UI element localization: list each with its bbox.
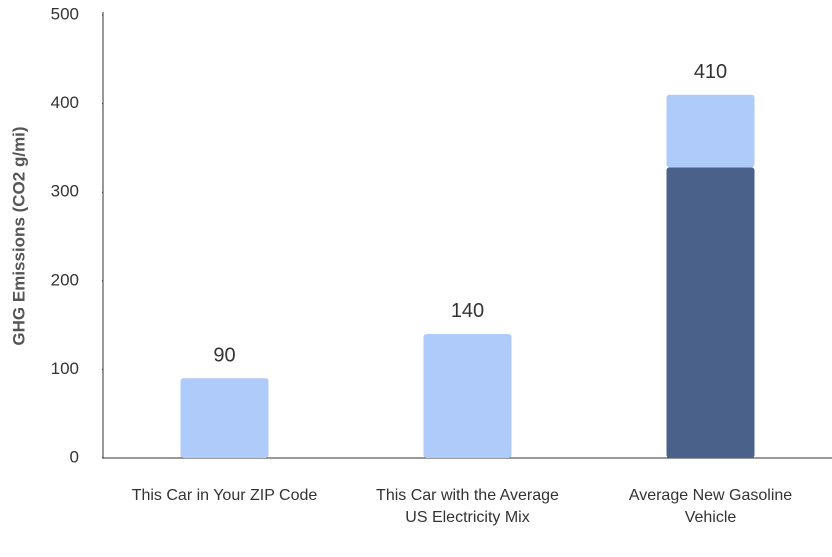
total-label: 410: [694, 61, 727, 83]
y-tick-label: 400: [51, 93, 79, 112]
y-tick-label: 100: [51, 359, 79, 378]
bar-segment: [180, 378, 269, 458]
y-tick-label: 200: [51, 270, 79, 289]
y-tick-label: 500: [51, 4, 79, 23]
y-axis-label: GHG Emissions (CO2 g/mi): [9, 126, 28, 345]
x-tick-label: This Car with the Average US Electricity…: [376, 487, 559, 526]
x-tick-label: This Car in Your ZIP Code: [131, 487, 318, 504]
y-tick-label: 0: [70, 447, 79, 466]
x-tick-label: Average New Gasoline Vehicle: [628, 487, 793, 526]
total-label: 140: [451, 300, 484, 322]
bar-segment: [666, 94, 755, 168]
y-tick-label: 300: [51, 182, 79, 201]
bar-segment: [423, 333, 512, 458]
bar-segment: [666, 167, 755, 458]
total-label: 90: [213, 345, 235, 367]
